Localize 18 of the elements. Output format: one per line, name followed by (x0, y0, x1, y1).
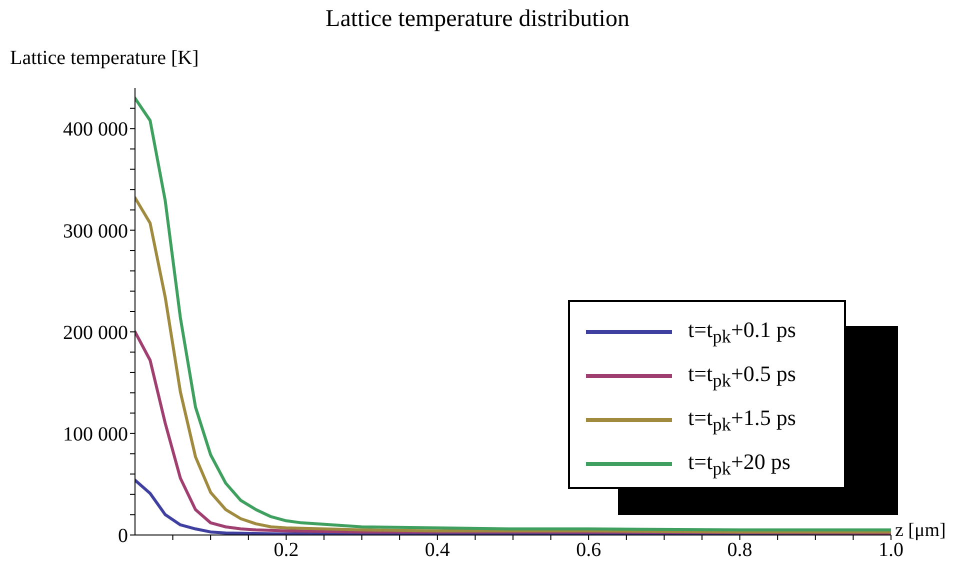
x-tick-label: 0.2 (274, 539, 299, 562)
y-tick-label: 0 (118, 525, 128, 548)
x-tick-label: 0.4 (424, 539, 450, 562)
legend-label: t=t$_{pk}$+1.5 ps (688, 404, 796, 436)
x-tick-label: 0.6 (576, 539, 602, 562)
legend-label: t=t$_{pk}$+20 ps (688, 448, 790, 480)
legend-label: t=t$_{pk}$+0.5 ps (688, 360, 796, 392)
y-tick-label: 100 000 (63, 424, 128, 446)
line-series (135, 96, 891, 532)
chart-title: Lattice temperature distribution (324, 6, 630, 33)
x-axis-title: z [μm] (895, 520, 946, 542)
y-tick-label: 200 000 (63, 322, 128, 344)
legend-label: t=t$_{pk}$+0.1 ps (688, 316, 796, 348)
y-axis-title: Lattice temperature [K] (10, 47, 199, 70)
y-tick-label: 400 000 (63, 118, 128, 141)
x-tick-label: 1.0 (878, 539, 904, 562)
x-tick-label: 0.8 (727, 539, 752, 562)
y-tick-label: 300 000 (63, 220, 128, 242)
